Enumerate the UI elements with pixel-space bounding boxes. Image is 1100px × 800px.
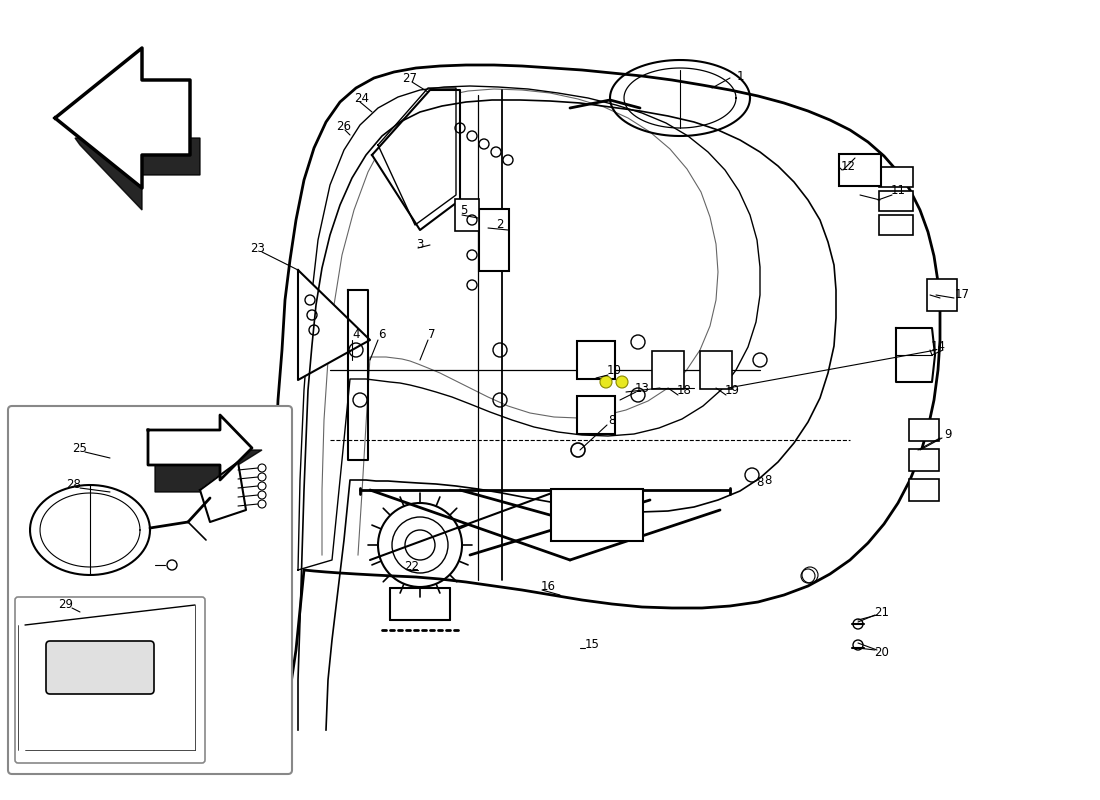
Text: 995: 995 [494, 286, 706, 394]
Text: 13: 13 [635, 382, 649, 394]
Text: 2: 2 [496, 218, 504, 231]
Text: 4: 4 [352, 329, 360, 342]
Text: 8: 8 [757, 475, 763, 489]
FancyBboxPatch shape [839, 154, 881, 186]
FancyBboxPatch shape [652, 351, 684, 389]
Text: 8: 8 [608, 414, 616, 426]
FancyBboxPatch shape [551, 489, 644, 541]
Polygon shape [200, 462, 246, 522]
FancyBboxPatch shape [879, 215, 913, 235]
FancyBboxPatch shape [909, 479, 939, 501]
Text: 9: 9 [944, 427, 952, 441]
FancyBboxPatch shape [46, 641, 154, 694]
FancyBboxPatch shape [927, 279, 957, 311]
Polygon shape [55, 48, 190, 188]
Text: 27: 27 [403, 71, 418, 85]
Text: 6: 6 [378, 329, 386, 342]
Text: 29: 29 [58, 598, 74, 610]
Text: 22: 22 [405, 559, 419, 573]
FancyBboxPatch shape [578, 396, 615, 434]
Polygon shape [75, 138, 200, 210]
Text: 3: 3 [416, 238, 424, 250]
Polygon shape [148, 415, 252, 480]
FancyBboxPatch shape [15, 597, 205, 763]
Text: 1: 1 [736, 70, 744, 82]
Text: 8: 8 [764, 474, 772, 486]
Text: 23: 23 [251, 242, 265, 254]
Text: 21: 21 [874, 606, 890, 618]
Text: 19: 19 [725, 385, 739, 398]
Text: 26: 26 [337, 119, 352, 133]
Text: 17: 17 [955, 287, 969, 301]
Text: 12: 12 [840, 159, 856, 173]
FancyBboxPatch shape [879, 167, 913, 187]
Text: 18: 18 [676, 385, 692, 398]
Circle shape [616, 376, 628, 388]
Circle shape [600, 376, 612, 388]
FancyBboxPatch shape [455, 199, 478, 231]
Text: classicparts: classicparts [387, 395, 812, 465]
Text: 15: 15 [584, 638, 600, 650]
Text: 24: 24 [354, 91, 370, 105]
FancyBboxPatch shape [879, 191, 913, 211]
FancyBboxPatch shape [700, 351, 732, 389]
FancyBboxPatch shape [8, 406, 292, 774]
Polygon shape [372, 90, 460, 230]
Polygon shape [268, 65, 940, 730]
Text: 5: 5 [460, 203, 467, 217]
Text: 28: 28 [67, 478, 81, 490]
Text: 11: 11 [891, 185, 905, 198]
FancyBboxPatch shape [909, 419, 939, 441]
FancyBboxPatch shape [909, 449, 939, 471]
Text: a passion
for the best: a passion for the best [444, 483, 656, 557]
Text: 16: 16 [540, 579, 556, 593]
FancyBboxPatch shape [578, 341, 615, 379]
Text: 7: 7 [428, 329, 436, 342]
Text: 14: 14 [931, 339, 946, 353]
Text: 10: 10 [606, 365, 621, 378]
Polygon shape [155, 450, 262, 492]
Text: 25: 25 [73, 442, 87, 454]
Polygon shape [298, 270, 370, 380]
FancyBboxPatch shape [478, 209, 509, 271]
Text: 20: 20 [874, 646, 890, 658]
